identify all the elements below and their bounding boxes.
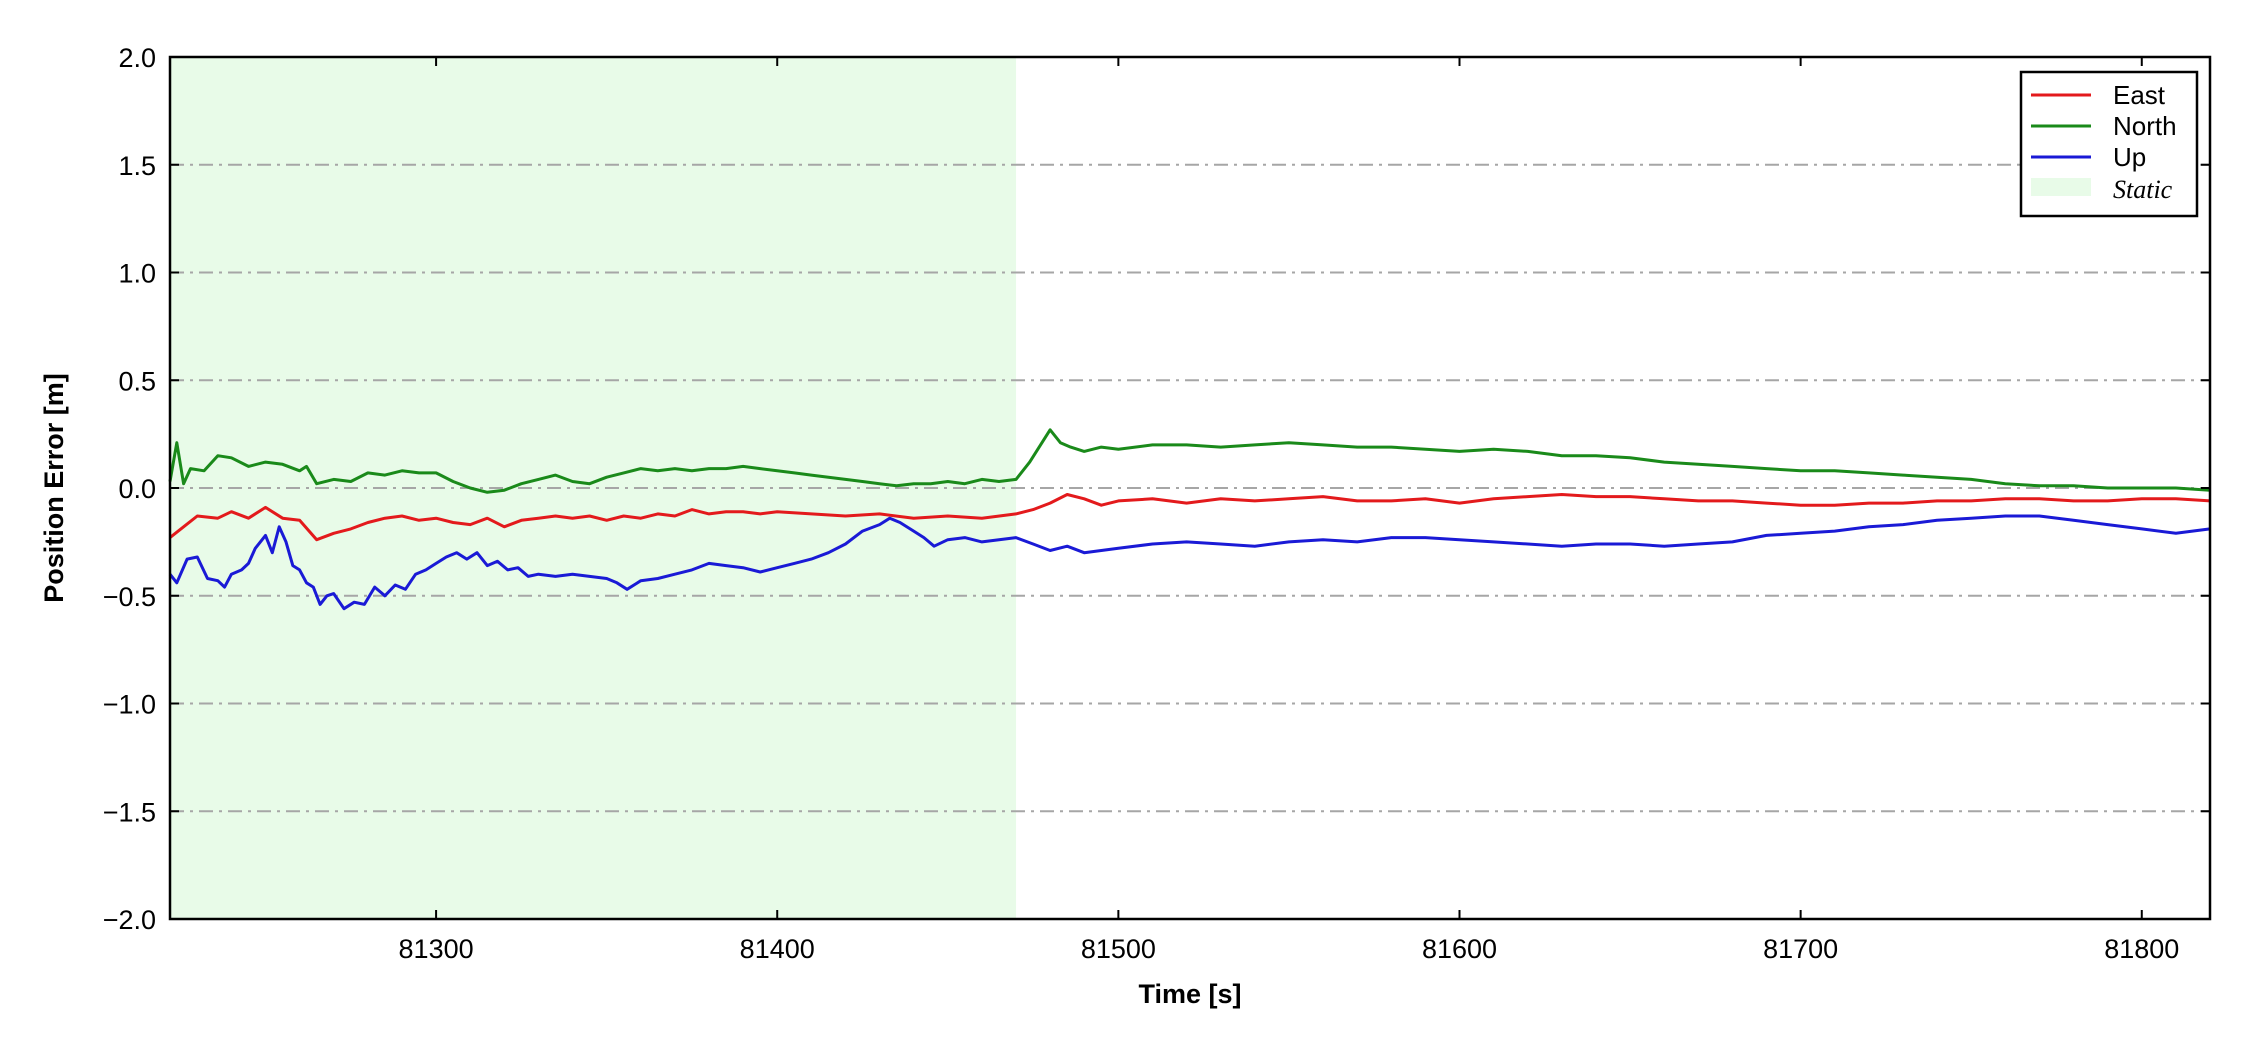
x-axis-title: Time [s] bbox=[1138, 979, 1241, 1009]
y-tick-label-5: 0.5 bbox=[118, 366, 156, 396]
y-tick-label-1: −1.5 bbox=[103, 797, 156, 827]
ticks-layer: 81300 81400 81500 81600 81700 81800 −2.0 −1.5 −1… bbox=[103, 43, 2210, 964]
series-line-north bbox=[168, 428, 2211, 494]
y-tick-label-2: −1.0 bbox=[103, 690, 156, 720]
legend-label-north: North bbox=[2113, 111, 2177, 141]
x-tick-label-3: 81600 bbox=[1422, 934, 1497, 964]
series-line-east bbox=[169, 493, 2211, 542]
legend-label-east: East bbox=[2113, 80, 2166, 110]
y-tick-label-7: 1.5 bbox=[118, 151, 156, 181]
legend: East North Up Static bbox=[2019, 70, 2199, 218]
y-tick-label-8: 2.0 bbox=[118, 43, 156, 73]
legend-swatch-static bbox=[2031, 178, 2091, 196]
y-tick-label-0: −2.0 bbox=[103, 905, 156, 935]
legend-label-static: Static bbox=[2113, 175, 2173, 204]
y-tick-label-4: 0.0 bbox=[118, 474, 156, 504]
legend-label-up: Up bbox=[2113, 142, 2146, 172]
x-tick-label-4: 81700 bbox=[1763, 934, 1838, 964]
x-tick-label-5: 81800 bbox=[2104, 934, 2179, 964]
x-tick-label-1: 81400 bbox=[740, 934, 815, 964]
x-tick-label-0: 81300 bbox=[399, 934, 474, 964]
y-tick-label-6: 1.0 bbox=[118, 259, 156, 289]
y-tick-label-3: −0.5 bbox=[103, 582, 156, 612]
x-tick-label-2: 81500 bbox=[1081, 934, 1156, 964]
series-layer bbox=[168, 428, 2211, 611]
series-line-up bbox=[168, 514, 2211, 611]
y-axis-title: Position Error [m] bbox=[39, 373, 69, 603]
